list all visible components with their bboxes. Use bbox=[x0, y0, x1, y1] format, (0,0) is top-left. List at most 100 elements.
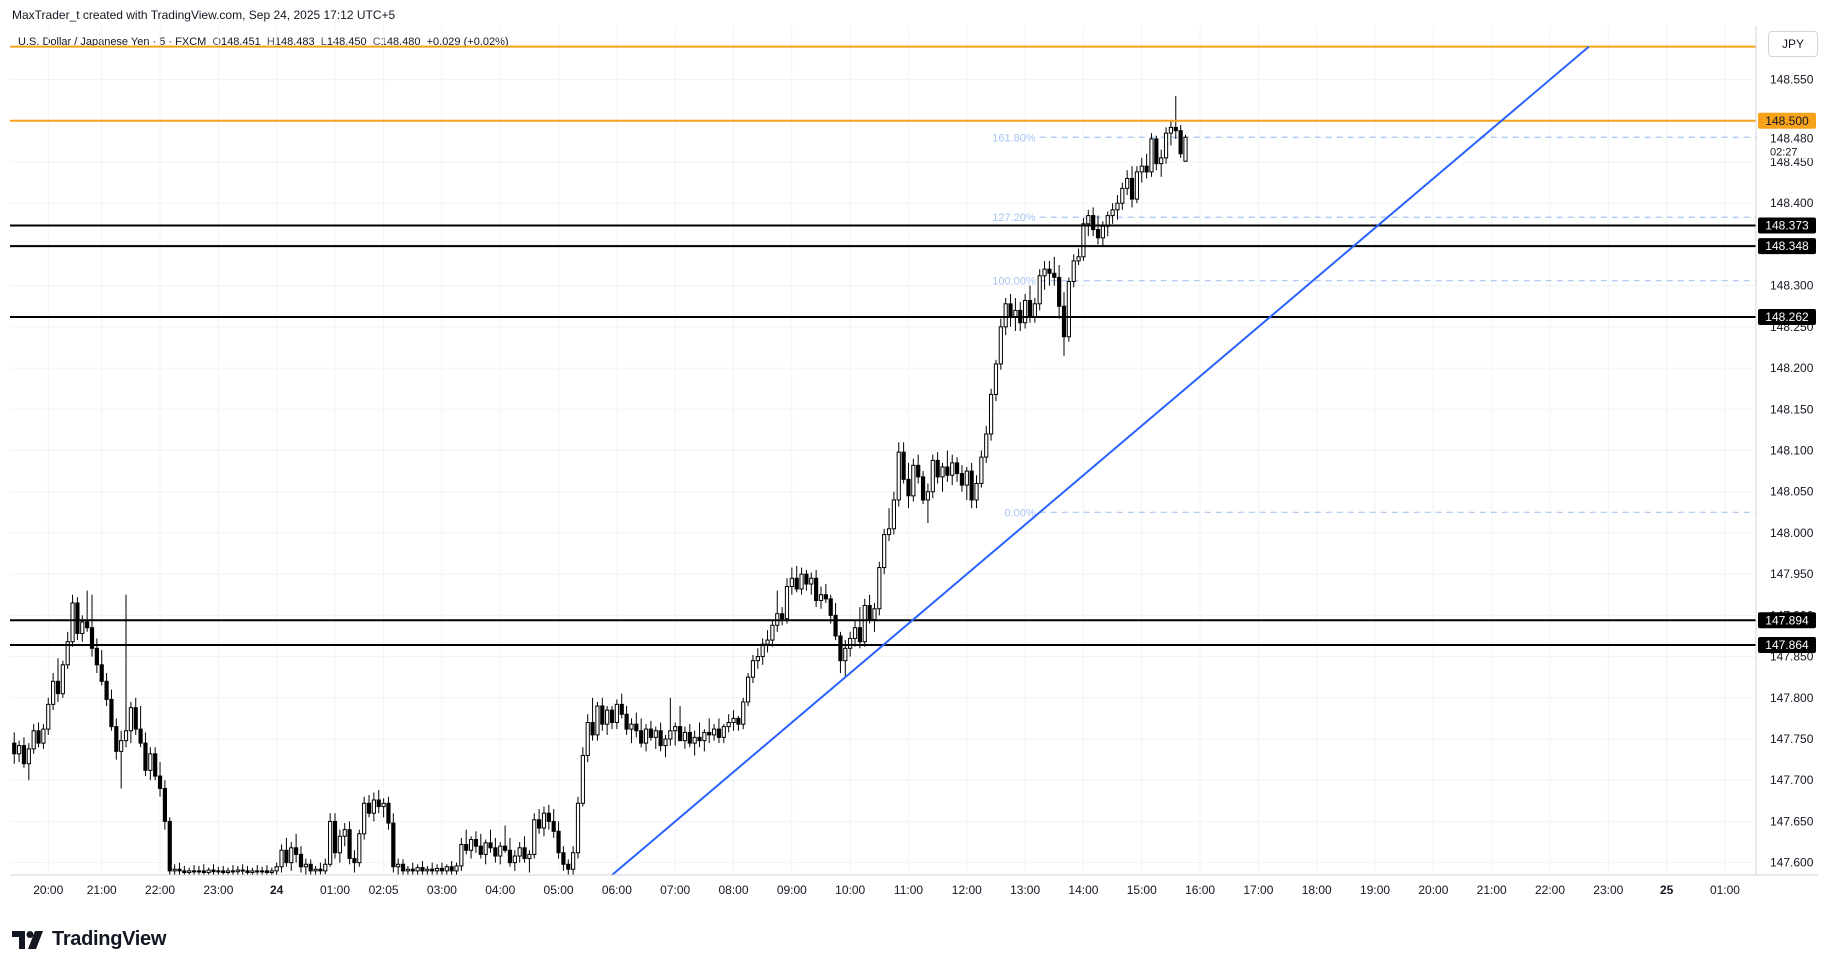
candle bbox=[590, 697, 595, 741]
candle-body bbox=[128, 707, 133, 732]
candle-body bbox=[872, 608, 877, 620]
currency-button[interactable]: JPY bbox=[1768, 31, 1818, 57]
candle bbox=[1110, 203, 1115, 224]
candle-body bbox=[1125, 177, 1130, 189]
candle-body bbox=[386, 802, 391, 824]
candle-body bbox=[784, 586, 790, 620]
candle-body bbox=[114, 726, 119, 752]
brand-logo[interactable]: TradingView bbox=[12, 928, 166, 951]
candle-body bbox=[17, 745, 22, 755]
candle bbox=[1095, 215, 1101, 245]
change-value: +0.029 (+0.02%) bbox=[426, 36, 509, 48]
candle-body bbox=[862, 604, 867, 643]
candle-body bbox=[974, 482, 979, 501]
candle bbox=[750, 654, 756, 683]
candle-body bbox=[629, 723, 634, 730]
level-price-tag bbox=[1758, 238, 1816, 255]
candle bbox=[1105, 211, 1110, 237]
candle bbox=[974, 475, 979, 509]
symbol-name: U.S. Dollar / Japanese Yen · 5 · FXCM bbox=[18, 36, 207, 48]
candle-body bbox=[468, 839, 474, 851]
level-price-tag-label: 148.262 bbox=[1765, 310, 1809, 324]
candle-body bbox=[449, 866, 454, 872]
price-axis[interactable]: 148.550148.500148.450148.400148.350148.3… bbox=[1770, 73, 1814, 870]
candle bbox=[600, 697, 605, 731]
candle bbox=[609, 706, 615, 730]
candle bbox=[711, 724, 717, 741]
candle-body bbox=[789, 577, 794, 588]
time-tick-label: 14:00 bbox=[1068, 883, 1098, 897]
candle bbox=[488, 829, 493, 853]
candle-body bbox=[746, 676, 751, 703]
candle bbox=[624, 706, 629, 735]
candle bbox=[818, 586, 824, 609]
price-tick-label: 147.600 bbox=[1770, 856, 1814, 870]
candle bbox=[148, 747, 153, 781]
candle bbox=[916, 454, 921, 484]
candle-body bbox=[911, 464, 916, 497]
candle-body bbox=[877, 567, 882, 610]
candle-body bbox=[366, 802, 372, 814]
candle-body bbox=[94, 647, 99, 666]
candle-body bbox=[809, 577, 814, 585]
candle-body bbox=[930, 459, 935, 493]
candle bbox=[920, 471, 926, 505]
candle-body bbox=[1037, 275, 1042, 305]
candle-body bbox=[527, 853, 532, 860]
candle bbox=[55, 658, 61, 702]
candle-body bbox=[342, 829, 347, 837]
price-tick-label: 147.800 bbox=[1770, 691, 1814, 705]
high-label: H bbox=[266, 36, 275, 48]
candle bbox=[629, 718, 634, 744]
candle bbox=[692, 730, 697, 756]
time-tick-label: 17:00 bbox=[1243, 883, 1273, 897]
candle bbox=[17, 740, 22, 763]
candle bbox=[984, 425, 989, 463]
candle-body bbox=[298, 853, 304, 868]
candle bbox=[167, 817, 172, 875]
candle bbox=[784, 578, 790, 624]
candle-body bbox=[1163, 132, 1169, 159]
time-tick-label: 20:00 bbox=[1418, 883, 1448, 897]
price-tick-label: 148.150 bbox=[1770, 402, 1814, 416]
candle-body bbox=[673, 726, 678, 732]
candle-body bbox=[600, 705, 605, 725]
candle bbox=[172, 864, 177, 875]
candle-body bbox=[867, 604, 872, 620]
candle bbox=[556, 821, 561, 859]
fib-retracement[interactable]: 161.80% 127.20% 100.00% 0.00% bbox=[992, 132, 1756, 519]
candle bbox=[707, 718, 712, 744]
price-tick-label: 148.000 bbox=[1770, 526, 1814, 540]
candle-body bbox=[415, 867, 420, 872]
candle bbox=[36, 722, 41, 748]
candle bbox=[342, 823, 347, 847]
candle bbox=[979, 450, 984, 488]
candle bbox=[1154, 135, 1159, 171]
candle-body bbox=[770, 624, 775, 641]
candle-body bbox=[993, 363, 999, 395]
candle-body bbox=[157, 775, 163, 789]
candle-body bbox=[109, 698, 114, 728]
candle-body bbox=[605, 709, 610, 725]
candle-body bbox=[517, 847, 522, 857]
candle bbox=[843, 640, 848, 678]
candle bbox=[716, 718, 722, 744]
time-tick-label: 15:00 bbox=[1127, 883, 1157, 897]
current-price-box bbox=[1758, 130, 1816, 159]
bar-countdown: 02:27 bbox=[1770, 146, 1798, 158]
candle bbox=[687, 724, 692, 748]
candle-body bbox=[245, 870, 250, 874]
candle-body bbox=[1003, 303, 1008, 328]
candle bbox=[901, 442, 906, 484]
candle bbox=[65, 631, 70, 669]
candle bbox=[575, 796, 581, 859]
symbol-legend[interactable]: U.S. Dollar / Japanese Yen · 5 · FXCM O1… bbox=[18, 36, 509, 48]
candle-body bbox=[799, 573, 804, 590]
candle-body bbox=[687, 731, 692, 744]
low-value: 148.450 bbox=[326, 36, 367, 48]
candle-body bbox=[41, 728, 46, 744]
time-axis[interactable]: 20:00 21:00 22:00 23:00 24 01:00 02:05 03:00 04:… bbox=[33, 883, 1740, 897]
candle-body bbox=[196, 870, 202, 873]
trendline-group[interactable] bbox=[611, 45, 1590, 876]
